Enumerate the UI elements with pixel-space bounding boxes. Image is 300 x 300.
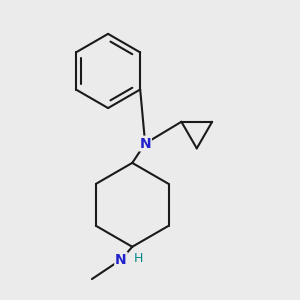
Text: H: H bbox=[134, 252, 143, 265]
Text: N: N bbox=[115, 253, 127, 267]
Text: N: N bbox=[139, 136, 151, 151]
